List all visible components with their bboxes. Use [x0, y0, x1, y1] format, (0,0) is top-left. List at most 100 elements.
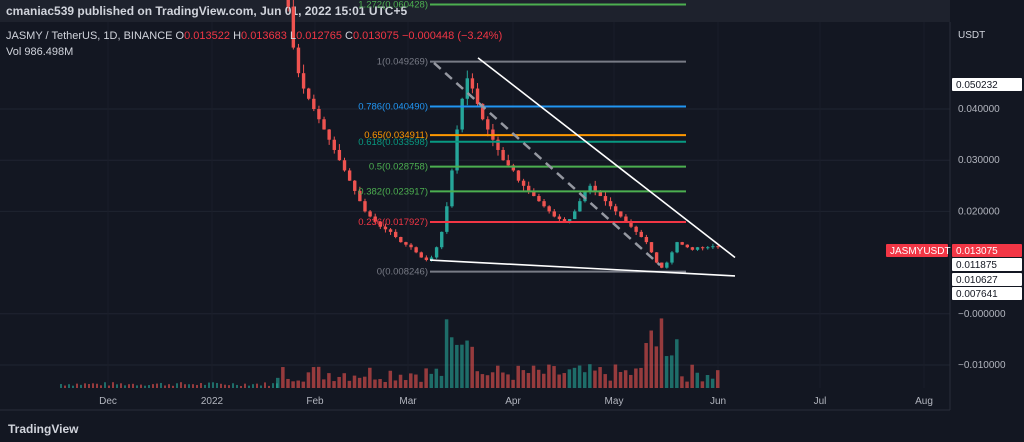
volume-bar — [603, 374, 607, 388]
candle-body — [322, 119, 326, 130]
volume-bar — [112, 382, 114, 388]
volume-bar — [264, 382, 266, 388]
candle-body — [414, 247, 418, 253]
volume-bar — [465, 340, 469, 388]
change-value: −0.000448 (−3.24%) — [401, 30, 503, 42]
volume-bar — [337, 376, 341, 388]
high-value: 0.013683 — [241, 30, 287, 42]
volume-bar — [649, 330, 653, 388]
volume-bar — [664, 356, 669, 388]
candle-body — [306, 88, 311, 99]
volume-bar — [460, 344, 464, 388]
volume-label: Vol — [6, 46, 22, 58]
volume-bar — [414, 374, 418, 388]
candle-body — [598, 190, 603, 197]
volume-bar — [281, 367, 285, 388]
volume-bar — [260, 385, 262, 388]
volume-bar — [224, 384, 226, 388]
volume-bar — [403, 380, 408, 388]
volume-bar — [449, 337, 454, 388]
volume-bar — [286, 378, 290, 388]
candle-body — [644, 236, 649, 243]
candle-body — [588, 185, 592, 191]
candle-body — [378, 221, 383, 227]
volume-bar — [208, 382, 210, 388]
volume-bar — [388, 370, 393, 388]
volume-bar — [272, 383, 274, 388]
symbol-legend: JASMY / TetherUS, 1D, BINANCE O0.013522 … — [6, 30, 502, 42]
volume-bar — [301, 381, 306, 388]
fib-label-5: 0.5(0.028758) — [369, 162, 428, 173]
volume-bar — [644, 343, 648, 388]
volume-bar — [531, 365, 536, 388]
volume-bar — [296, 380, 300, 388]
volume-bar — [419, 381, 423, 388]
volume-bar — [342, 373, 347, 388]
fib-label-1: 1(0.049269) — [377, 57, 428, 68]
candle-body — [608, 201, 613, 207]
candle-body — [486, 119, 490, 130]
price-tick-2: 0.020000 — [958, 206, 1000, 217]
volume-bar — [244, 383, 246, 388]
volume-bar — [140, 384, 142, 388]
candle-body — [450, 170, 454, 207]
price-tick-1: 0.030000 — [958, 155, 1000, 166]
candle-body — [547, 206, 551, 212]
volume-bar — [475, 371, 480, 388]
tradingview-logo: TradingView — [8, 422, 79, 436]
volume-bar — [104, 382, 106, 388]
candle-body — [695, 247, 700, 250]
volume-bar — [690, 364, 694, 388]
volume-bar — [68, 384, 70, 388]
volume-bar — [368, 367, 372, 388]
volume-bar — [192, 384, 194, 388]
volume-bar — [357, 377, 362, 388]
candle-body — [526, 185, 531, 191]
volume-bar — [96, 383, 98, 388]
volume-bar — [144, 385, 146, 388]
volume-bar — [232, 383, 234, 388]
low-value: 0.012765 — [296, 30, 342, 42]
candle-body — [649, 242, 654, 253]
candle-body — [317, 109, 321, 120]
volume-bar — [88, 384, 90, 388]
candle-body — [619, 211, 623, 217]
volume-bar — [311, 367, 316, 388]
volume-bar — [240, 385, 242, 388]
candle-body — [665, 262, 669, 268]
dashed-trendline — [433, 62, 661, 267]
candle-body — [373, 216, 377, 222]
price-marker-bg-0 — [952, 78, 1022, 91]
volume-bar — [618, 372, 623, 388]
candle-body — [685, 244, 690, 248]
candle-body — [501, 149, 505, 161]
volume-bar — [72, 385, 74, 388]
candle-body — [639, 231, 643, 237]
volume-bar — [373, 379, 377, 388]
volume-bar — [480, 374, 485, 388]
price-tick-4: −0.010000 — [958, 360, 1006, 371]
volume-bar — [705, 374, 710, 388]
volume-bar — [120, 383, 122, 388]
volume-bar — [291, 381, 295, 388]
close-value: 0.013075 — [353, 30, 399, 42]
volume-bar — [542, 373, 546, 388]
volume-bar — [623, 370, 628, 388]
volume-bar — [398, 374, 403, 388]
volume-bar — [582, 372, 587, 388]
candle-body — [593, 185, 597, 191]
price-marker-bg-1 — [886, 244, 948, 257]
volume-bar — [176, 383, 178, 388]
time-tick-1: 2022 — [201, 396, 224, 407]
volume-bar — [613, 364, 618, 388]
volume-bar — [634, 368, 638, 388]
volume-bar — [132, 383, 134, 388]
volume-bar — [108, 385, 110, 388]
fib-label-7: 0.236(0.017927) — [358, 217, 428, 228]
volume-bar — [700, 381, 705, 388]
volume-bar — [204, 384, 206, 388]
volume-bar — [716, 370, 720, 388]
volume-bar — [362, 376, 367, 388]
candle-body — [434, 247, 439, 258]
